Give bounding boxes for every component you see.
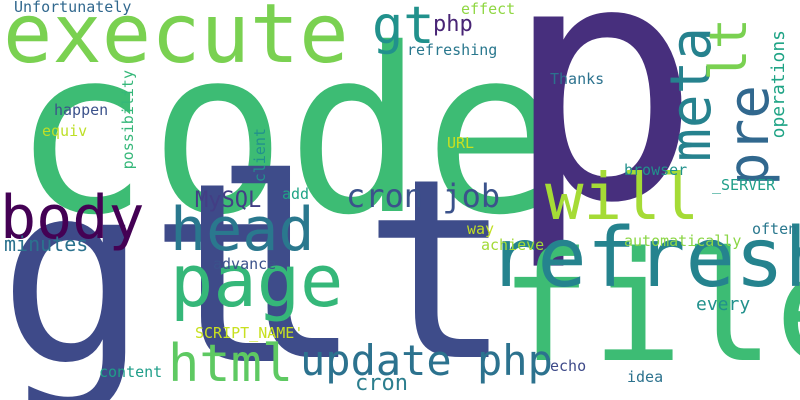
- word-every: every: [696, 294, 751, 315]
- word-gt-large: gt: [0, 129, 300, 400]
- word-cron: cron: [355, 371, 408, 396]
- word-refresh: refresh: [488, 211, 800, 306]
- word-automatically: automatically: [624, 232, 742, 250]
- word-operations: operations: [768, 30, 789, 139]
- word-cron-job: cron job: [346, 177, 501, 215]
- word-lt-large: lt: [212, 125, 514, 400]
- word-thanks: Thanks: [550, 70, 605, 88]
- word-echo: echo: [550, 357, 587, 375]
- word-mysql: MySQL: [195, 188, 262, 213]
- word-code: code: [12, 0, 562, 265]
- word-unfortunately: Unfortunately: [14, 0, 132, 16]
- word-file: file: [500, 219, 800, 396]
- word-body: body: [0, 183, 145, 253]
- word-way: way: [467, 220, 495, 238]
- word-execute: execute: [3, 0, 349, 82]
- word-gt-small: gt: [372, 0, 435, 56]
- word-idea: idea: [627, 368, 664, 386]
- word-content: content: [99, 363, 163, 381]
- word-will: will: [545, 161, 700, 235]
- word-achieve: achieve: [481, 236, 545, 254]
- word-browser: browser: [624, 161, 688, 179]
- word-often: often: [752, 220, 798, 238]
- word-head: head: [170, 195, 315, 265]
- word-advance: advance: [213, 255, 277, 273]
- word-refreshing: refreshing: [407, 41, 498, 59]
- word-url: URL: [447, 134, 475, 152]
- word-client: client: [251, 128, 269, 183]
- word-lt-small: lt: [699, 18, 759, 81]
- word-page: page: [170, 239, 344, 323]
- word-effect: effect: [461, 0, 516, 18]
- word-update-php: update php: [300, 336, 553, 385]
- word-add: add: [282, 185, 310, 203]
- word-script-name: SCRIPT_NAME': [195, 324, 304, 342]
- word-html: html: [168, 334, 294, 394]
- word-server: _SERVER: [712, 176, 776, 194]
- word-minutes: minutes: [4, 232, 89, 256]
- word-possibility: possibility: [119, 70, 137, 170]
- word-php: php: [433, 12, 473, 37]
- word-equiv: equiv: [42, 122, 88, 140]
- word-happen: happen: [54, 101, 109, 119]
- word-p: p: [503, 0, 702, 275]
